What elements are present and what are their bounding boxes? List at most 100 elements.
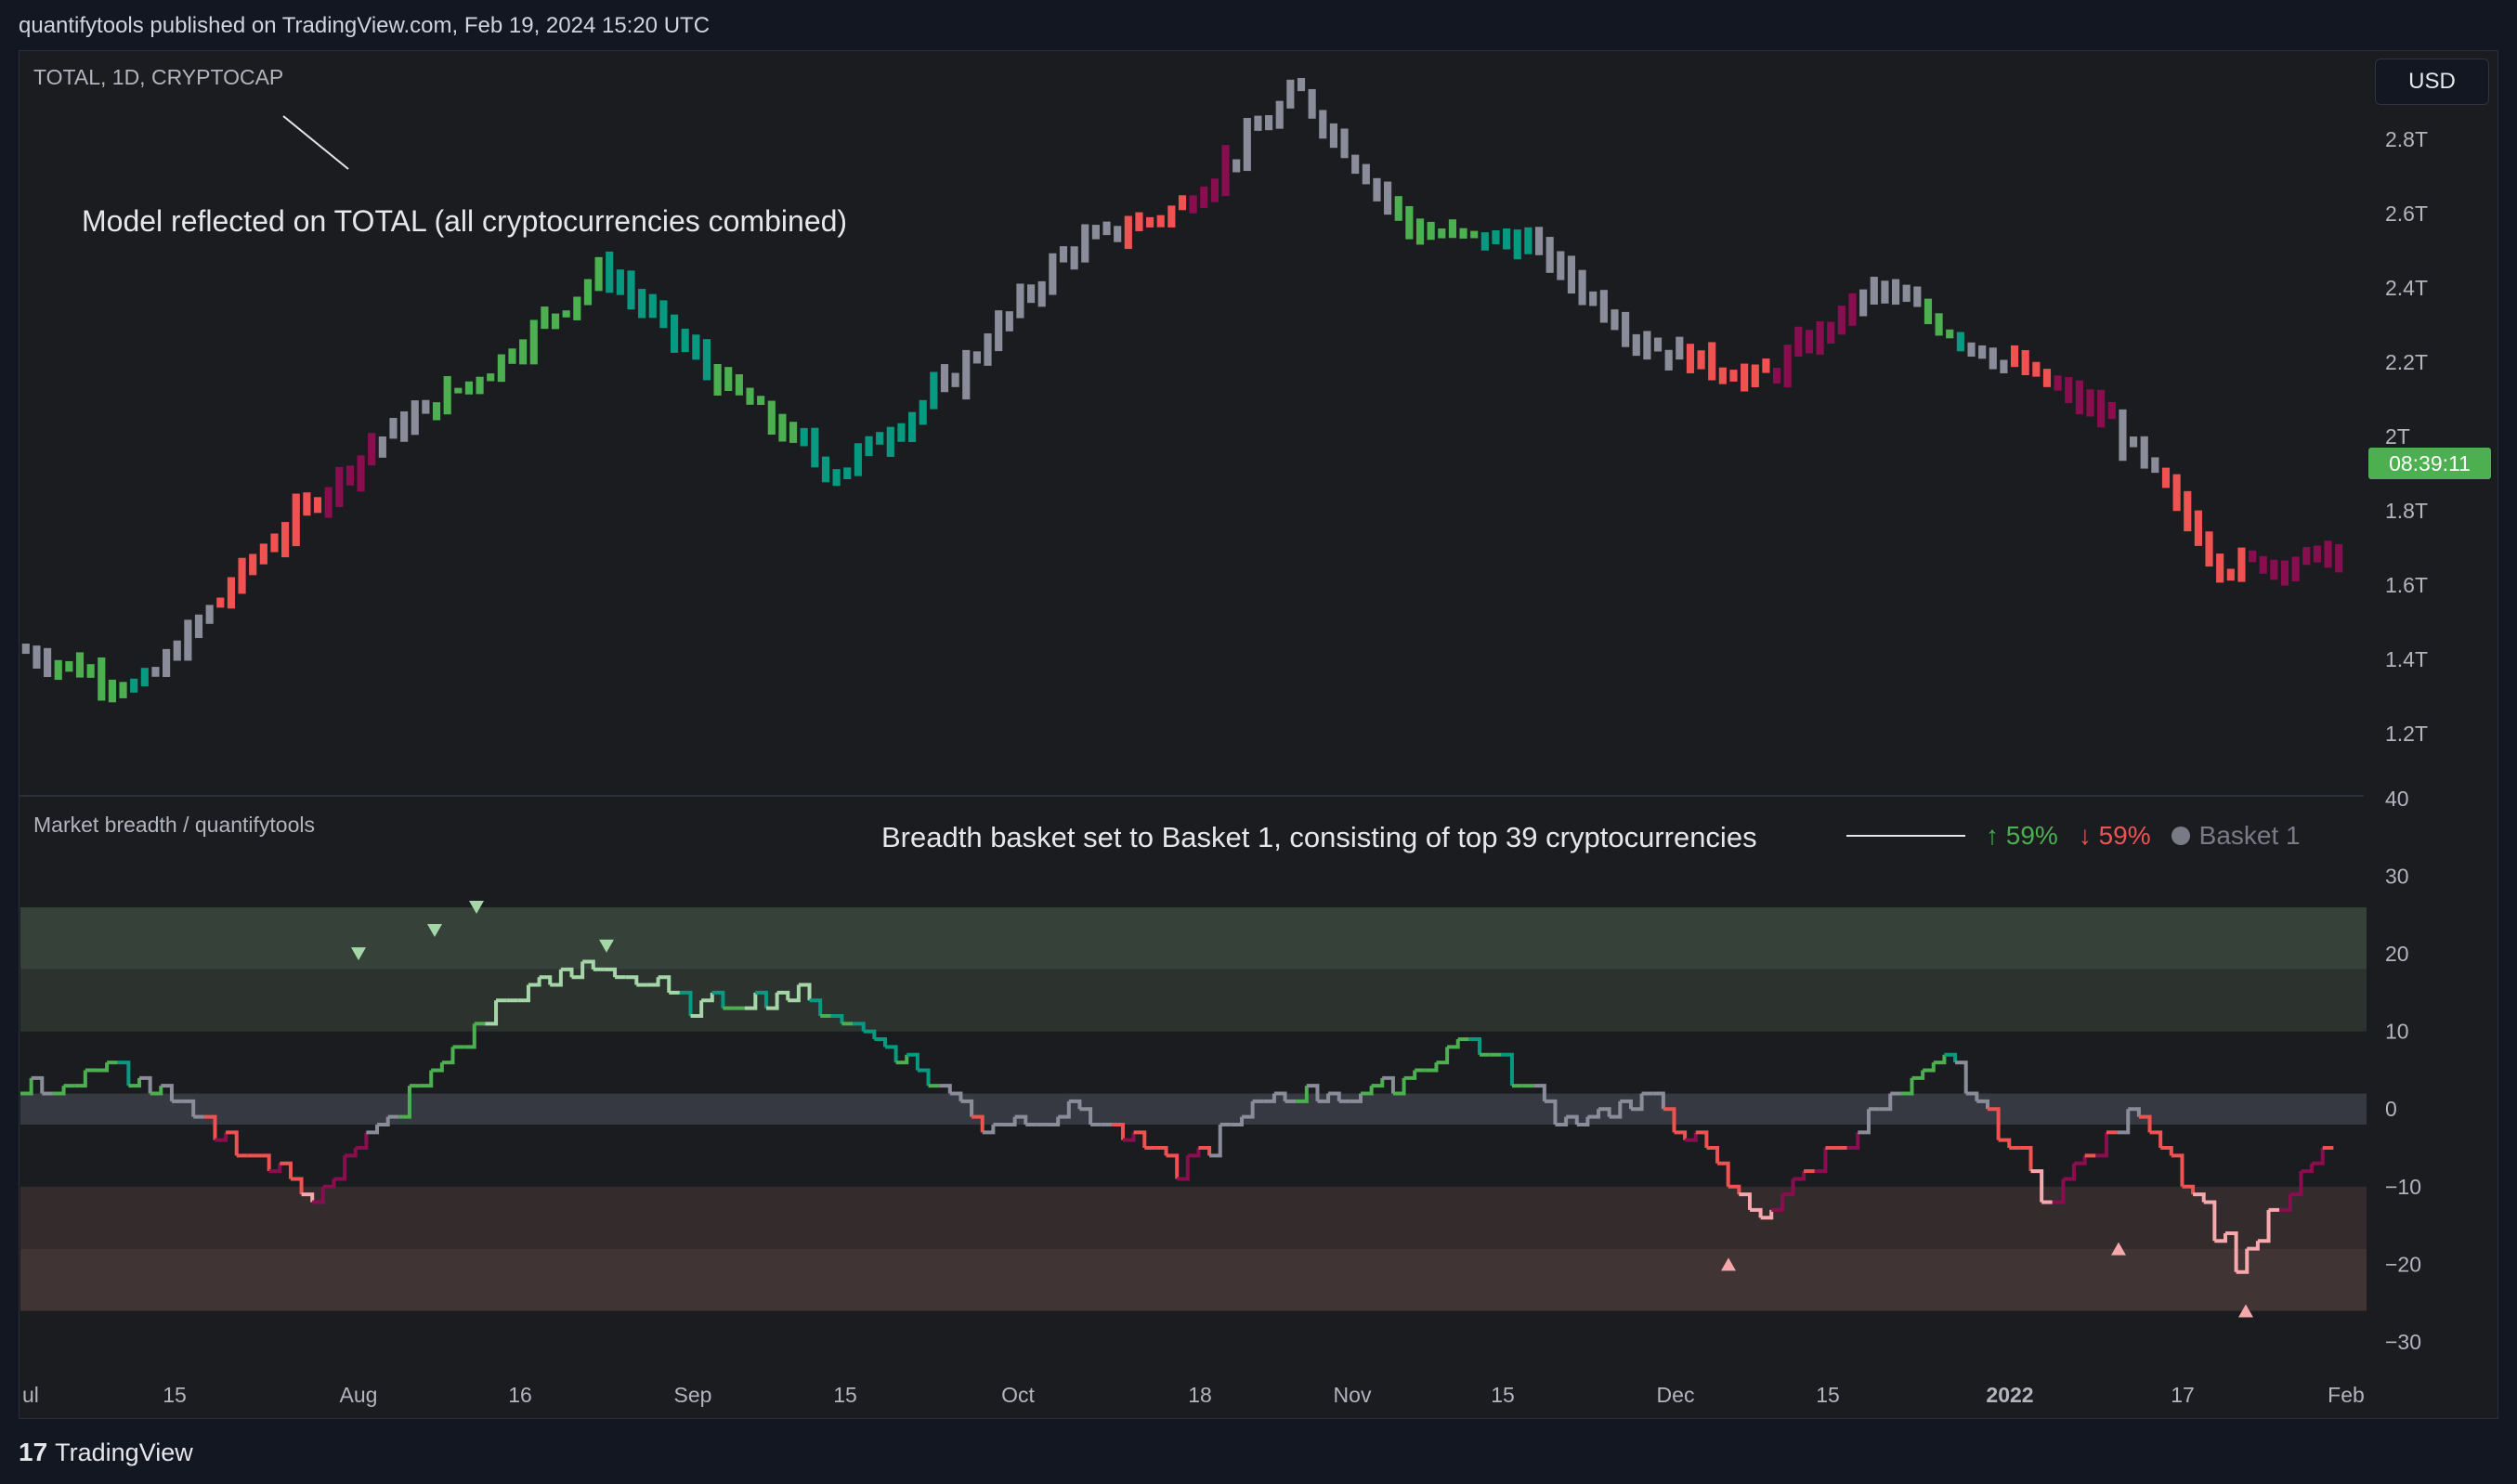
breadth-line-segment: [776, 990, 790, 1001]
breadth-line-segment: [1587, 1109, 1601, 1119]
breadth-line-segment: [20, 1077, 33, 1096]
price-candle: [1676, 336, 1684, 360]
price-candle: [476, 376, 484, 395]
countdown-label: 08:39:11: [2389, 451, 2471, 475]
price-candle: [681, 328, 689, 353]
time-axis-tick: 16: [508, 1383, 532, 1407]
price-candle: [1599, 290, 1608, 323]
price-candle: [800, 427, 808, 447]
breadth-line-segment: [1533, 1084, 1546, 1101]
breadth-line-segment: [2019, 1146, 2033, 1172]
breadth-line-segment: [1609, 1100, 1623, 1119]
price-candle: [2324, 540, 2332, 568]
price-candle: [1384, 181, 1392, 215]
legend-basket: Basket 1: [2171, 821, 2301, 851]
price-candle: [767, 400, 776, 436]
price-candle: [1167, 205, 1176, 228]
price-candle: [2032, 361, 2041, 377]
breadth-line-segment: [1685, 1132, 1698, 1142]
price-candle: [432, 402, 441, 421]
breadth-line-segment: [1133, 1130, 1147, 1149]
price-candle: [627, 270, 635, 310]
price-candle: [1297, 78, 1306, 92]
breadth-line-segment: [949, 1091, 963, 1101]
lower-inner-band: [20, 1186, 2367, 1249]
price-candle: [487, 373, 495, 382]
price-candle: [2075, 380, 2083, 415]
upper-inner-band: [20, 969, 2367, 1032]
price-candle: [1329, 123, 1337, 149]
breadth-line-segment: [1911, 1070, 1925, 1080]
price-candle: [1643, 331, 1651, 360]
breadth-line-segment: [1296, 1086, 1309, 1103]
breadth-line-segment: [701, 992, 714, 1003]
breadth-line-segment: [1781, 1178, 1795, 1197]
breadth-axis-tick: 40: [2385, 787, 2409, 811]
time-axis-tick: 17: [2171, 1383, 2195, 1407]
price-candle: [1156, 215, 1165, 228]
price-candle: [757, 396, 765, 406]
pane-divider[interactable]: [19, 795, 2364, 797]
breadth-line-segment: [1166, 1153, 1180, 1179]
legend-up-value: ↑ 59%: [1986, 821, 2058, 850]
breadth-line-segment: [1231, 1116, 1244, 1126]
price-candle: [972, 351, 981, 364]
breadth-line-segment: [1263, 1093, 1276, 1103]
price-candle: [2270, 559, 2278, 580]
breadth-line-segment: [906, 1052, 919, 1071]
bullish-extreme-marker: [469, 900, 484, 914]
price-candle: [541, 306, 549, 330]
price-candle: [1459, 228, 1467, 239]
breadth-line-segment: [2095, 1132, 2108, 1158]
price-candle: [368, 433, 376, 466]
upper-outer-band: [20, 906, 2367, 970]
breadth-line-segment: [2128, 1107, 2141, 1117]
price-candle: [1859, 289, 1868, 317]
breadth-line-segment: [1468, 1037, 1482, 1055]
tradingview-logo[interactable]: 17 TradingView: [19, 1438, 193, 1467]
breadth-line-segment: [258, 1153, 271, 1172]
breadth-line-segment: [1652, 1091, 1665, 1110]
price-candle: [1913, 286, 1922, 307]
price-candle: [735, 374, 743, 396]
breadth-line-segment: [1555, 1116, 1569, 1126]
price-candle: [151, 667, 160, 677]
breadth-line-segment: [2030, 1169, 2044, 1203]
price-axis-tick: 2.8T: [2385, 127, 2428, 151]
breadth-line-segment: [1361, 1086, 1374, 1096]
price-candle: [1881, 280, 1889, 304]
price-candle: [173, 640, 181, 661]
price-candle: [1146, 216, 1154, 228]
price-candle: [2107, 402, 2116, 420]
price-candle: [194, 614, 203, 639]
breadth-line-segment: [74, 1070, 87, 1088]
breadth-line-segment: [1177, 1155, 1190, 1181]
breadth-line-segment: [646, 977, 660, 987]
price-candle: [2086, 389, 2094, 417]
price-candle: [897, 423, 906, 442]
price-candle: [119, 682, 127, 698]
price-candle: [1772, 368, 1781, 384]
price-candle: [529, 319, 538, 365]
breadth-line-segment: [1900, 1077, 1914, 1096]
bullish-extreme-marker: [599, 939, 614, 953]
price-candle: [670, 314, 679, 353]
time-axis-tick: 15: [163, 1383, 187, 1407]
breadth-line-segment: [1814, 1148, 1828, 1174]
currency-button[interactable]: USD: [2375, 59, 2489, 105]
breadth-line-segment: [658, 975, 672, 993]
price-candle: [702, 339, 711, 381]
breadth-line-segment: [2149, 1130, 2163, 1149]
price-candle: [1081, 224, 1089, 263]
breadth-line-segment: [2247, 1241, 2260, 1251]
bearish-extreme-marker: [2238, 1304, 2253, 1318]
breadth-line-segment: [31, 1075, 45, 1094]
breadth-line-segment: [441, 1047, 455, 1065]
price-candle: [86, 664, 95, 678]
bearish-extreme-marker: [2111, 1242, 2126, 1256]
price-candle: [1632, 333, 1640, 357]
price-candle: [1783, 345, 1792, 388]
price-candle: [1037, 280, 1046, 307]
price-candle: [1729, 370, 1738, 382]
